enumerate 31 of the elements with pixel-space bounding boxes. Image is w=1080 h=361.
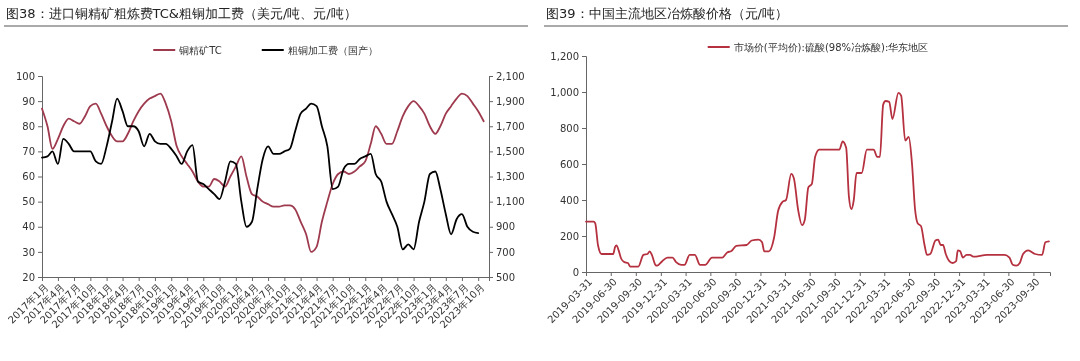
y-tick-label: 400 [559,194,579,206]
y2-tick-label: 1,900 [496,95,525,107]
y2-tick-label: 1,300 [496,171,525,183]
y-tick-label: 0 [572,266,579,278]
y-tick-label: 90 [22,95,35,107]
y-tick-label: 800 [559,122,579,134]
y-tick-label: 1,000 [550,86,579,98]
chart-title: 图39：中国主流地区冶炼酸价格（元/吨） [546,6,788,21]
legend-label: 市场价(平均价):硫酸(98%冶炼酸):华东地区 [733,42,929,53]
y2-tick-label: 1,700 [496,120,525,132]
y-tick-label: 100 [15,70,35,82]
legend-label: 铜精矿TC [178,45,222,56]
y2-tick-label: 700 [496,246,516,258]
chart-title: 图38：进口铜精矿粗炼费TC&粗铜加工费（美元/吨、元/吨） [6,6,357,21]
y-tick-label: 50 [22,196,35,208]
line-series [585,92,1050,268]
y-tick-label: 70 [22,146,35,158]
legend-label: 粗铜加工费（国产） [287,45,378,56]
y2-tick-label: 1,500 [496,146,525,158]
y-tick-label: 60 [22,171,35,183]
y2-tick-label: 1,100 [496,196,525,208]
y2-tick-label: 2,100 [496,70,525,82]
y2-tick-label: 900 [496,221,516,233]
y-tick-label: 600 [559,158,579,170]
y2-tick-label: 500 [496,271,516,283]
y-tick-label: 1,200 [550,50,579,62]
y-tick-label: 30 [22,246,35,258]
y-tick-label: 80 [22,120,35,132]
y-tick-label: 200 [559,230,579,242]
y-tick-label: 40 [22,221,35,233]
y-tick-label: 20 [22,271,35,283]
